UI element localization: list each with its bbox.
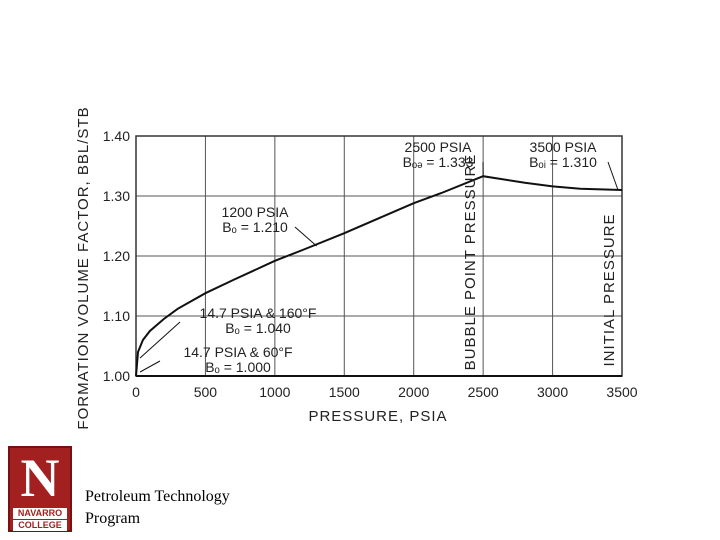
college-logo: N NAVARRO COLLEGE	[8, 446, 72, 532]
annotation-3-line-0: 14.7 PSIA & 160°F	[200, 305, 317, 321]
y-tick-label-2: 1.20	[103, 248, 130, 264]
x-tick-label-4: 2000	[398, 384, 429, 400]
annotation-3-line-1: Bₒ = 1.040	[225, 320, 291, 336]
annotation-4-leader	[139, 360, 161, 373]
y-tick-label-0: 1.00	[103, 368, 130, 384]
x-tick-label-2: 1000	[259, 384, 290, 400]
annotation-2-line-0: 1200 PSIA	[222, 204, 290, 220]
series-lines	[135, 175, 623, 377]
x-tick-label-6: 3000	[537, 384, 568, 400]
series-line-0	[135, 175, 623, 377]
program-caption: Petroleum Technology Program	[85, 486, 230, 530]
annotation-1-line-0: 3500 PSIA	[530, 139, 598, 155]
logo-line-college: COLLEGE	[13, 520, 67, 531]
x-tick-label-5: 2500	[468, 384, 499, 400]
x-tick-labels: 0 500 1000 1500 2000 2500 3000 3500	[132, 384, 638, 400]
x-axis-title: PRESSURE, PSIA	[308, 408, 447, 425]
annotation-0-line-1: Bₒₔ = 1.333	[403, 154, 474, 170]
logo-letter: N	[20, 448, 60, 508]
caption-line-1: Petroleum Technology	[85, 488, 230, 505]
annotation-3: 14.7 PSIA & 160°FBₒ = 1.040	[139, 305, 317, 359]
chart-grid	[135, 135, 623, 377]
y-tick-labels: 1.00 1.10 1.20 1.30 1.40	[103, 128, 130, 384]
x-tick-label-1: 500	[194, 384, 218, 400]
x-tick-label-3: 1500	[329, 384, 360, 400]
logo-line-navarro: NAVARRO	[13, 508, 67, 519]
annotation-2-line-1: Bₒ = 1.210	[222, 219, 288, 235]
y-tick-label-3: 1.30	[103, 188, 130, 204]
annotation-1-leader	[607, 161, 619, 191]
vertical-label-1: INITIAL PRESSURE	[601, 214, 618, 367]
y-tick-label-1: 1.10	[103, 308, 130, 324]
caption-line-2: Program	[85, 510, 141, 527]
annotation-4-line-0: 14.7 PSIA & 60°F	[183, 344, 292, 360]
y-axis-title: FORMATION VOLUME FACTOR, BBL/STB	[75, 106, 92, 429]
annotation-2-leader	[294, 226, 317, 247]
annotation-4-line-1: Bₒ = 1.000	[205, 359, 271, 375]
annotation-4: 14.7 PSIA & 60°FBₒ = 1.000	[139, 344, 293, 375]
vertical-label-0: BUBBLE POINT PRESSURE	[462, 154, 479, 371]
annotation-3-leader	[139, 321, 181, 359]
y-tick-label-4: 1.40	[103, 128, 130, 144]
annotation-1-line-1: Bₒᵢ = 1.310	[529, 154, 597, 170]
x-tick-label-0: 0	[132, 384, 140, 400]
x-tick-label-7: 3500	[606, 384, 637, 400]
annotation-0-line-0: 2500 PSIA	[405, 139, 473, 155]
vertical-labels: BUBBLE POINT PRESSURE INITIAL PRESSURE	[462, 154, 618, 371]
